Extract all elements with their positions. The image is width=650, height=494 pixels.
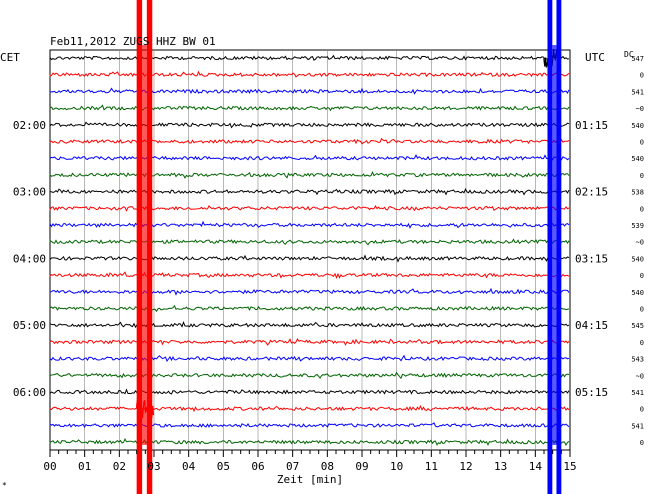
x-tick-label: 02: [113, 460, 126, 473]
x-axis: 00 01 02 03 04 05 06 07 08 09 10 11 12 13 14 15: [43, 450, 577, 473]
clip-fill: [142, 45, 147, 445]
dc-value: 0: [640, 272, 644, 280]
dc-label: DC: [624, 50, 634, 59]
trace-line: [49, 371, 570, 380]
dc-value: 0: [640, 205, 644, 213]
cet-hour-label: 02:00: [13, 119, 46, 132]
x-tick-label: 00: [43, 460, 56, 473]
clip-bar: [146, 0, 153, 494]
trace-line: [49, 70, 570, 78]
x-tick-label: 10: [390, 460, 403, 473]
trace-line: [49, 438, 570, 447]
cet-hour-label: 04:00: [13, 252, 46, 265]
trace-line: [49, 271, 570, 280]
trace-line: [49, 54, 570, 61]
x-tick-label: 05: [217, 460, 230, 473]
dc-value: 543: [631, 356, 644, 364]
dc-value: 0: [640, 339, 644, 347]
clip-bar: [547, 0, 553, 494]
trace-line: [49, 238, 570, 246]
event-group: [136, 0, 562, 494]
utc-hour-label: 04:15: [575, 319, 608, 332]
dc-value: 540: [631, 255, 644, 263]
x-tick-label: 01: [78, 460, 91, 473]
plot-frame: [49, 49, 571, 451]
dc-value: 547: [631, 55, 644, 63]
cet-hour-label: 03:00: [13, 186, 46, 199]
x-tick-label: 11: [425, 460, 438, 473]
dc-value: 539: [631, 222, 644, 230]
trace-line: [49, 287, 570, 296]
clip-bar: [136, 0, 143, 494]
trace-line: [49, 304, 570, 313]
dc-value: ~0: [636, 239, 644, 247]
x-tick-label: 03: [147, 460, 160, 473]
clip-fill: [552, 45, 557, 445]
footer-mark: *: [2, 481, 7, 490]
x-tick-label: 13: [494, 460, 507, 473]
dc-value: 541: [631, 422, 644, 430]
dc-value: 538: [631, 189, 644, 197]
dc-value: 0: [640, 172, 644, 180]
x-tick-label: 15: [563, 460, 576, 473]
dc-value: 0: [640, 139, 644, 147]
x-tick-label: 06: [251, 460, 264, 473]
cet-hour-label: 06:00: [13, 386, 46, 399]
trace-line: [49, 153, 570, 161]
dc-value: 0: [640, 439, 644, 447]
cet-hour-label: 05:00: [13, 319, 46, 332]
dc-value: 0: [640, 306, 644, 314]
x-tick-label: 09: [355, 460, 368, 473]
trace-line: [49, 137, 570, 145]
utc-hour-label: 01:15: [575, 119, 608, 132]
x-tick-label: 08: [321, 460, 334, 473]
trace-line: [49, 204, 570, 212]
trace-line: [49, 188, 570, 196]
dc-value: 540: [631, 122, 644, 130]
dc-value: 541: [631, 88, 644, 96]
dc-value: 0: [640, 72, 644, 80]
trace-line: [49, 104, 570, 112]
utc-hour-label: 05:15: [575, 386, 608, 399]
trace-group: [49, 54, 570, 447]
dc-value: 540: [631, 155, 644, 163]
trace-line: [49, 121, 570, 129]
dc-values: 547 0 541 ~0 540 0 540 0 538 0 539 ~0 540 0 540 0 545 0 54…: [631, 55, 644, 447]
trace-line: [49, 170, 570, 179]
cet-label: CET: [0, 51, 20, 64]
dc-value: ~0: [636, 105, 644, 113]
x-tick-label: 07: [286, 460, 299, 473]
trace-line: [49, 87, 570, 95]
x-tick-label: 04: [182, 460, 196, 473]
trace-line: [49, 254, 570, 263]
utc-hour-labels: 01:15 02:15 03:15 04:15 05:15: [575, 119, 608, 399]
x-tick-label: 12: [459, 460, 472, 473]
dc-value: 541: [631, 389, 644, 397]
clip-bar: [556, 0, 562, 494]
x-tick-label: 14: [529, 460, 543, 473]
trace-line: [49, 388, 570, 395]
chart-title: Feb11,2012 ZUGS HHZ BW 01: [50, 35, 216, 48]
dc-value: ~0: [636, 372, 644, 380]
trace-line: [49, 404, 570, 413]
trace-line: [49, 422, 570, 428]
dc-value: 545: [631, 322, 644, 330]
trace-line: [49, 220, 570, 229]
utc-hour-label: 03:15: [575, 252, 608, 265]
time-grid: [49, 49, 571, 451]
trace-line: [49, 321, 570, 329]
x-axis-label: Zeit [min]: [277, 473, 343, 486]
utc-hour-label: 02:15: [575, 186, 608, 199]
trace-line: [49, 338, 570, 346]
trace-line: [49, 354, 570, 363]
utc-label: UTC: [585, 51, 605, 64]
cet-hour-labels: 02:00 03:00 04:00 05:00 06:00: [13, 119, 46, 399]
dc-value: 0: [640, 406, 644, 414]
dc-value: 540: [631, 289, 644, 297]
